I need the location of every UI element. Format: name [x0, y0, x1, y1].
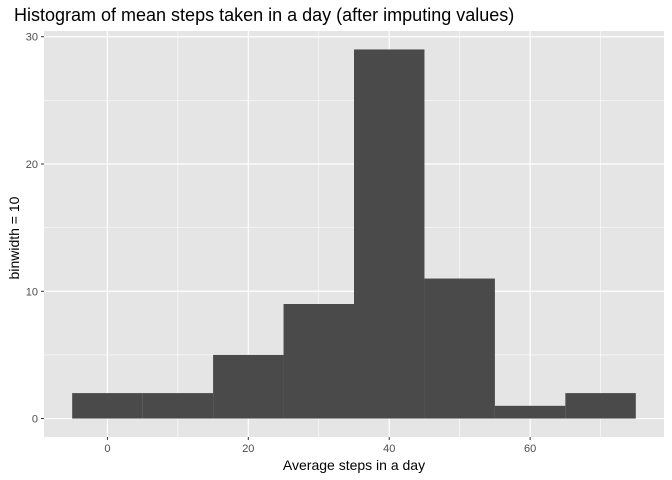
histogram-bar	[72, 393, 143, 419]
x-tick-label: 20	[242, 443, 254, 455]
histogram-bar	[565, 393, 636, 419]
x-axis-tick-labels: 0 20 40 60	[104, 443, 536, 455]
histogram-bar	[494, 405, 566, 419]
chart-title: Histogram of mean steps taken in a day (…	[14, 5, 514, 25]
histogram-bars	[72, 49, 636, 419]
y-tick-label: 0	[32, 414, 38, 426]
histogram-bar	[354, 49, 425, 419]
x-tick-label: 0	[104, 443, 110, 455]
axis-ticks	[41, 36, 531, 440]
y-axis-title: binwidth = 10	[6, 196, 22, 279]
y-axis-tick-labels: 0 10 20 30	[26, 32, 38, 426]
x-tick-label: 40	[383, 443, 395, 455]
histogram-bar	[142, 393, 214, 419]
y-tick-label: 10	[26, 286, 38, 298]
histogram-bar	[424, 278, 495, 419]
histogram-bar	[213, 354, 284, 419]
x-tick-label: 60	[524, 443, 536, 455]
y-tick-label: 30	[26, 32, 38, 44]
y-tick-label: 20	[26, 159, 38, 171]
histogram-bar	[283, 304, 354, 419]
x-axis-title: Average steps in a day	[283, 457, 425, 473]
